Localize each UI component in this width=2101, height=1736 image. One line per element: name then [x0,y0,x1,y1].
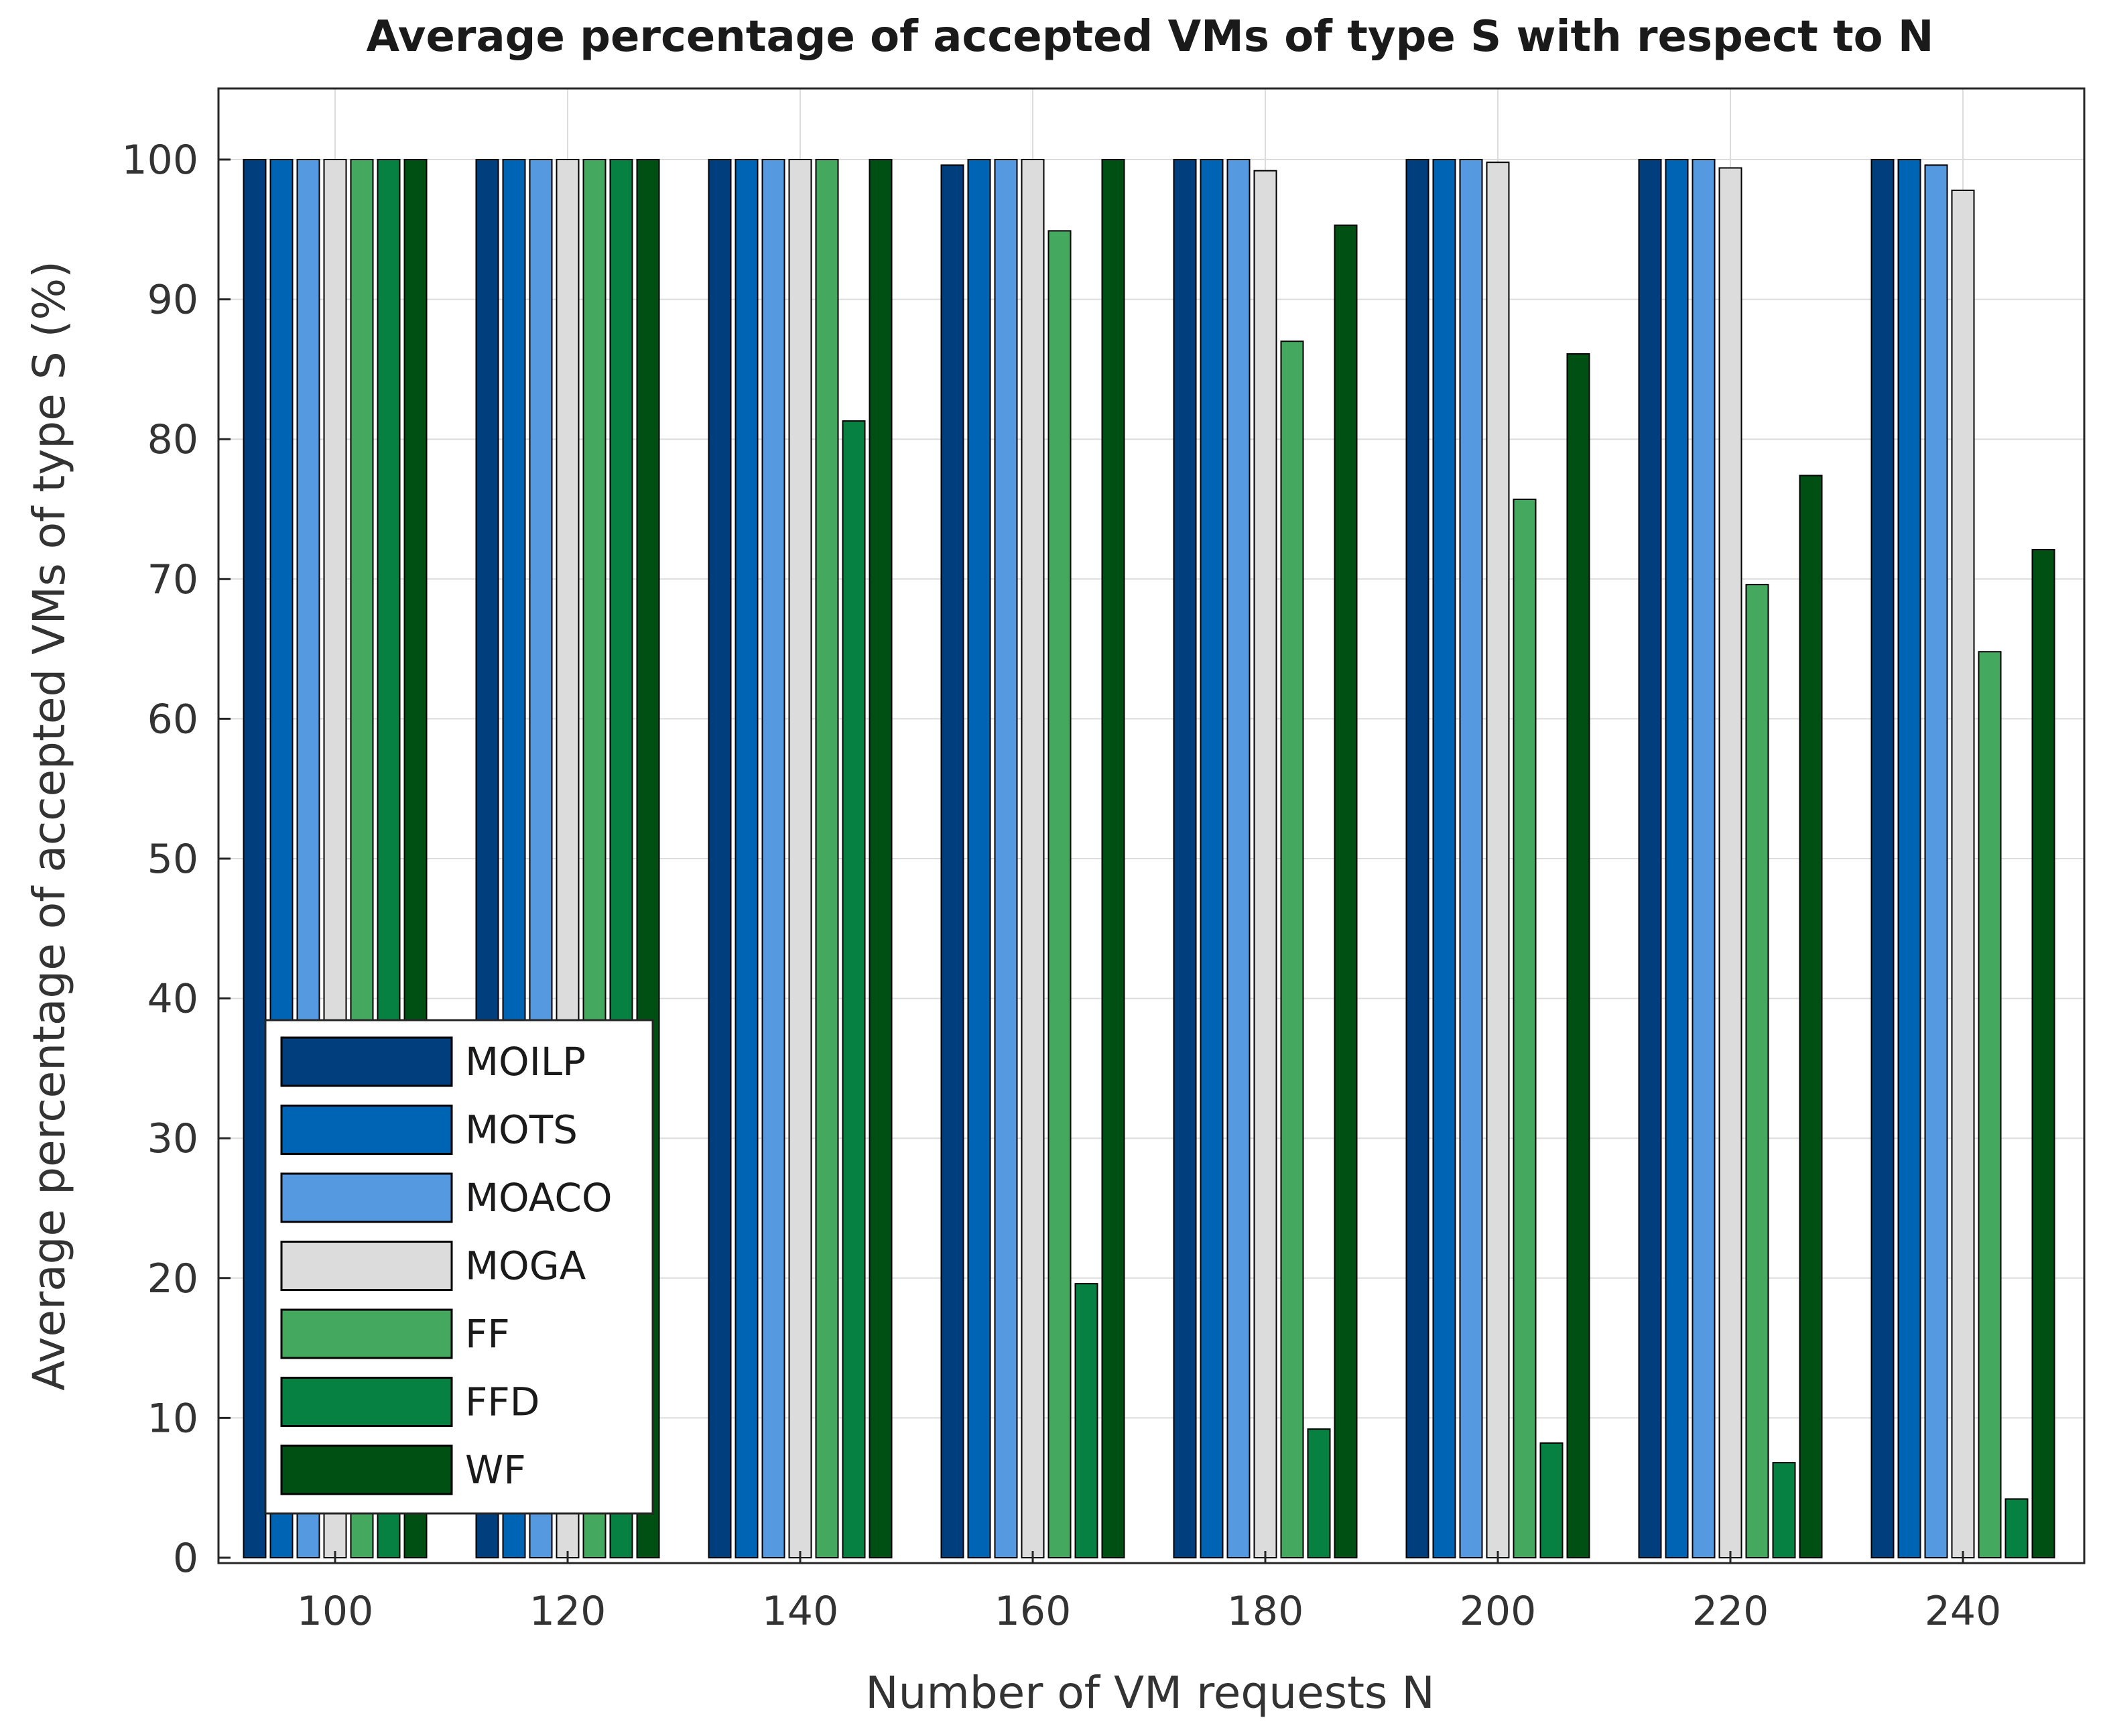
legend-swatch [280,1444,453,1495]
legend-swatch [280,1105,453,1155]
series-wf [403,159,2055,1558]
legend-label: FFD [465,1379,539,1425]
bar [1799,475,1823,1558]
chart-title: Average percentage of accepted VMs of ty… [367,12,1934,62]
bar [1253,170,1277,1559]
bar [1173,159,1197,1558]
bar [1307,1428,1331,1558]
bar [1665,159,1689,1558]
legend-swatch [280,1241,453,1291]
y-tick-label: 90 [147,277,198,324]
legend-swatch [280,1308,453,1359]
bar [1638,159,1662,1558]
y-axis-label: Average percentage of accepted VMs of ty… [23,261,75,1391]
y-tick-label: 10 [147,1395,198,1442]
bar [1718,167,1742,1558]
legend-label: MOTS [465,1107,578,1153]
series-mots [269,159,1921,1558]
y-tick-label: 40 [147,976,198,1023]
y-tick-label: 50 [147,836,198,883]
bar [1870,159,1895,1558]
bar [1047,230,1072,1558]
bar [1459,159,1483,1558]
bar [842,420,866,1558]
bar [1897,159,1921,1558]
bar [1021,159,1045,1558]
legend-label: MOILP [465,1039,586,1084]
series-moilp [243,159,1895,1558]
legend-label: MOGA [465,1243,586,1289]
bar [1101,159,1125,1558]
bar [940,164,964,1558]
bar [994,159,1018,1558]
plot-frame [217,87,2086,1564]
legend-swatch [280,1036,453,1087]
x-tick-label: 240 [1925,1588,2002,1635]
bar [1280,340,1304,1558]
bar [243,159,267,1558]
bar [869,159,893,1558]
bar [761,159,785,1558]
bar [1200,159,1224,1558]
y-tick-label: 70 [147,556,198,603]
bar [735,159,759,1558]
y-tick-label: 80 [147,416,198,463]
x-axis-label: Number of VM requests N [865,1667,1434,1719]
series-moaco [296,159,1948,1558]
bar [2004,1498,2029,1558]
bar [1226,159,1251,1558]
y-tick-label: 100 [121,137,198,184]
y-tick-labels: 0 10 20 30 40 50 60 70 80 90 100 [121,137,231,1582]
y-tick-label: 30 [147,1115,198,1162]
legend-label: FF [465,1311,510,1357]
legend-label: MOACO [465,1175,612,1221]
bar [1334,225,1358,1558]
bar [1432,159,1456,1558]
bar [2031,548,2055,1558]
bar [967,159,991,1558]
x-tick-label: 160 [995,1588,1072,1635]
bar [1924,164,1948,1558]
bar [1692,159,1716,1558]
y-tick-label: 0 [173,1535,198,1582]
bar [1513,498,1537,1559]
bar [1772,1462,1796,1559]
x-tick-label: 100 [297,1588,374,1635]
x-tick-label: 220 [1692,1588,1769,1635]
bar [1566,353,1590,1558]
legend-label: WF [465,1447,526,1493]
bar [708,159,732,1558]
series-ff [350,159,2002,1559]
bar [788,159,812,1558]
bar [1951,189,1975,1559]
bar [1486,162,1510,1558]
x-tick-labels: 100 120 140 160 180 200 220 240 [297,1551,2002,1635]
legend: MOILP MOTS MOACO MOGA FF FFD WF [264,1019,654,1515]
y-tick-label: 60 [147,696,198,743]
x-tick-label: 120 [529,1588,607,1635]
bar [1074,1283,1098,1559]
bar [815,159,839,1558]
legend-swatch [280,1377,453,1427]
bar [1539,1442,1564,1558]
bar [1745,584,1769,1558]
x-tick-label: 180 [1227,1588,1304,1635]
x-tick-label: 200 [1460,1588,1537,1635]
x-tick-label: 140 [762,1588,839,1635]
legend-swatch [280,1172,453,1223]
bar [1405,159,1429,1558]
y-tick-label: 20 [147,1255,198,1302]
bar [1978,651,2002,1558]
